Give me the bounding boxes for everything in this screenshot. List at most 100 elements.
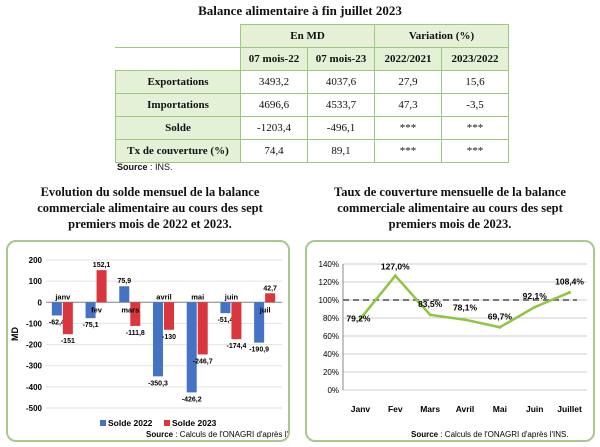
data-label: -111,8 (126, 330, 145, 337)
row-label: Tx de couverture (%) (115, 139, 241, 163)
y-tick-label: 140% (319, 260, 339, 269)
x-tick-label: mai (191, 292, 204, 301)
cell: 74,4 (240, 139, 308, 163)
data-label: 127,0% (381, 262, 410, 272)
data-label: 42,7 (263, 285, 277, 292)
y-tick-label: 100% (319, 296, 339, 305)
table-row: Exportations 3493,2 4037,6 27,9 15,6 (115, 70, 509, 94)
x-tick-label: mars (121, 305, 139, 314)
y-tick-label: 0% (327, 386, 339, 395)
bar-solde-2022 (85, 302, 96, 319)
y-tick-label: -300 (26, 362, 43, 371)
bar-solde-2022 (51, 302, 62, 316)
data-label: -151 (61, 338, 75, 345)
right-chart-title: Taux de couverture mensuelle de la balan… (334, 185, 566, 231)
cell: *** (441, 116, 509, 140)
header-col: 2023/2022 (441, 47, 509, 71)
bar-solde-2023 (197, 302, 208, 355)
cell: -496,1 (307, 116, 375, 140)
cell: 89,1 (307, 139, 375, 163)
x-tick-label: Mars (420, 404, 440, 414)
data-label: -246,7 (193, 358, 213, 365)
data-point (428, 313, 432, 317)
bar-solde-2023 (130, 302, 141, 326)
data-label: -51,4 (217, 317, 233, 324)
x-tick-label: avril (156, 292, 171, 301)
data-label: 79,2% (346, 314, 371, 324)
bar-solde-2022 (153, 302, 163, 377)
x-tick-label: juin (224, 292, 239, 301)
y-tick-label: 200 (29, 256, 43, 265)
row-label: Exportations (115, 70, 241, 94)
bar-solde-2022 (254, 302, 265, 343)
page-title: Balance alimentaire à fin juillet 2023 (198, 3, 402, 18)
data-label: -75,1 (83, 322, 99, 329)
line-chart: 140% 120% 100% 80% 60% 40% 20% 0% 79,2% Janv 127,0… (319, 260, 587, 439)
x-tick-label: Juin (526, 404, 543, 414)
bar-chart: 200 100 0 -100 -200 -300 -400 -500 MD -62,4 -151 ja… (10, 256, 304, 439)
data-label: -426,2 (182, 396, 202, 403)
y-tick-label: 40% (323, 350, 339, 359)
data-label: -350,3 (148, 380, 168, 387)
data-point (393, 274, 397, 278)
y-tick-label: -500 (26, 404, 43, 413)
chart-source: Source : Calculs de l'ONAGRI d'après l'I… (411, 430, 569, 439)
balance-table: En MD Variation (%) 07 mois-22 07 mois-2… (115, 24, 509, 163)
bar-solde-2022 (119, 286, 130, 303)
x-tick-label: Mai (493, 404, 507, 414)
x-tick-label: Fev (388, 404, 403, 414)
x-tick-label: Juillet (557, 404, 582, 414)
y-tick-label: 120% (319, 278, 339, 287)
y-tick-label: 0 (38, 298, 43, 307)
bar-solde-2023 (231, 302, 242, 340)
x-tick-label: Avril (456, 404, 475, 414)
data-point (463, 318, 467, 322)
bar-solde-2022 (220, 302, 231, 314)
data-label: 75,9 (117, 278, 131, 285)
data-label: -190,9 (249, 347, 269, 354)
cell: *** (441, 139, 509, 163)
legend-swatch (164, 420, 170, 426)
cell: -3,5 (441, 93, 509, 117)
table-corner (115, 24, 241, 48)
data-label: -174,4 (226, 343, 246, 350)
bar-solde-2023 (96, 270, 107, 303)
y-axis-label: MD (10, 327, 20, 341)
chart-source: Source : Calculs de l'ONAGRI d'après l'I… (146, 430, 288, 439)
data-label: 83,5% (418, 299, 443, 309)
header-variation: Variation (%) (374, 24, 509, 48)
data-label: -62,4 (49, 319, 65, 326)
bar-solde-2023 (265, 293, 276, 303)
y-tick-label: 100 (29, 277, 43, 286)
data-point (498, 325, 502, 329)
bar-solde-2023 (164, 302, 174, 330)
bar-solde-2023 (62, 302, 73, 335)
data-label: 78,1% (453, 303, 478, 313)
data-label: -130 (162, 334, 176, 341)
legend-swatch (100, 420, 106, 426)
header-col: 2022/2021 (374, 47, 442, 71)
row-label: Solde (115, 116, 241, 140)
cell: *** (374, 139, 442, 163)
table-source: Source : INS. (117, 162, 173, 172)
data-point (568, 290, 572, 294)
legend-entry: Solde 2022 (108, 418, 153, 428)
cell: 15,6 (441, 70, 509, 94)
y-tick-label: -400 (26, 383, 43, 392)
y-tick-label: -100 (26, 319, 43, 328)
x-tick-label: janv (54, 292, 71, 301)
right-chart-panel: 140% 120% 100% 80% 60% 40% 20% 0% 79,2% Janv 127,0… (305, 240, 595, 442)
y-tick-label: 60% (323, 332, 339, 341)
table-row: Tx de couverture (%) 74,4 89,1 *** *** (115, 139, 509, 163)
cell: 3493,2 (240, 70, 308, 94)
data-label: 92,1% (523, 291, 548, 301)
data-point (533, 305, 537, 309)
cell: 27,9 (374, 70, 442, 94)
row-label: Importations (115, 93, 241, 117)
cell: 47,3 (374, 93, 442, 117)
y-tick-label: 80% (323, 314, 339, 323)
x-tick-label: Janv (351, 404, 371, 414)
left-chart-panel: 200 100 0 -100 -200 -300 -400 -500 MD -62,4 -151 ja… (6, 240, 304, 442)
data-label: 152,1 (93, 262, 111, 269)
cell: -1203,4 (240, 116, 308, 140)
